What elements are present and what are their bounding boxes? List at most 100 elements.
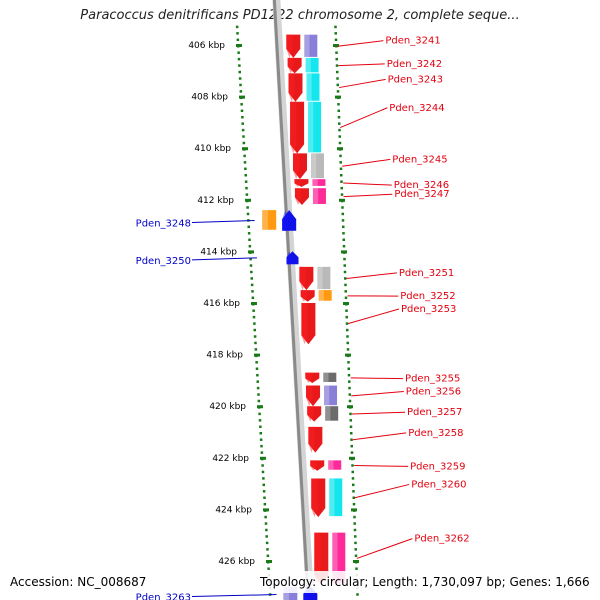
- guide-dot: [253, 335, 257, 338]
- gene-annotation-block-highlight: [323, 372, 329, 382]
- guide-dot: [343, 257, 346, 261]
- scale-label: 406 kbp: [188, 41, 225, 51]
- scale-tick: [263, 508, 269, 512]
- guide-dot: [235, 25, 239, 29]
- guide-dot: [250, 277, 253, 280]
- gene-label: Pden_3255: [405, 374, 460, 385]
- guide-dot: [242, 141, 246, 145]
- gene-leader-line: [339, 78, 386, 89]
- topology-summary: Topology: circular; Length: 1,730,097 bp…: [260, 575, 590, 589]
- guide-dot: [347, 361, 350, 364]
- guide-dot: [336, 83, 339, 87]
- guide-dot: [261, 470, 265, 474]
- guide-dot: [354, 535, 357, 538]
- scale-label: 408 kbp: [191, 93, 228, 103]
- guide-dot: [259, 425, 262, 429]
- guide-dot: [342, 225, 345, 229]
- guide-dot: [352, 496, 355, 499]
- gene-annotation-block-highlight: [325, 406, 331, 421]
- guide-dot: [261, 464, 264, 467]
- guide-dot: [352, 490, 355, 493]
- gene-arrow-highlight: [286, 34, 293, 58]
- gene-label: Pden_3253: [401, 304, 456, 315]
- scale-tick: [245, 198, 251, 202]
- guide-dot: [254, 341, 257, 345]
- gene-annotation-block: [308, 101, 322, 153]
- gene-annotation-block-highlight: [324, 385, 330, 406]
- gene-label: Pden_3245: [392, 154, 447, 165]
- guide-dot: [339, 161, 342, 164]
- gene-label: Pden_3241: [385, 36, 440, 47]
- guide-dot: [237, 51, 240, 54]
- guide-dot: [351, 470, 354, 474]
- gene-arrow-highlight: [294, 179, 301, 187]
- scale-tick: [248, 250, 254, 254]
- guide-dot: [240, 103, 243, 106]
- guide-dot: [354, 541, 357, 545]
- guide-dot: [262, 477, 265, 480]
- guide-dot: [339, 167, 343, 171]
- guide-dot: [256, 386, 260, 390]
- scale-tick: [349, 456, 355, 460]
- guide-dot: [250, 283, 254, 287]
- scale-tick: [254, 353, 260, 357]
- guide-dot: [351, 477, 355, 480]
- gene-label: Pden_3252: [400, 291, 455, 302]
- guide-dot: [256, 373, 259, 377]
- gene-leader-line: [340, 107, 388, 129]
- scale-label: 424 kbp: [215, 505, 252, 515]
- guide-dot: [257, 393, 260, 396]
- guide-dot: [251, 296, 255, 300]
- gene-label: Pden_3258: [408, 428, 463, 439]
- guide-dot: [337, 115, 341, 119]
- guide-dot: [242, 135, 245, 138]
- gene-label: Pden_3260: [411, 479, 466, 490]
- guide-dot: [249, 257, 252, 261]
- guide-dot: [239, 83, 242, 87]
- scale-tick: [251, 302, 257, 305]
- gene-arrow-highlight: [286, 251, 292, 265]
- gene-arrow: [310, 460, 325, 471]
- guide-dot: [256, 380, 259, 383]
- guide-dot: [252, 309, 255, 312]
- axis-track: [272, 0, 315, 600]
- gene-arrow-highlight: [311, 478, 318, 518]
- gene-arrow: [288, 73, 303, 102]
- guide-dot: [249, 264, 253, 267]
- guide-dot: [247, 225, 250, 229]
- gene-annotation-block-highlight: [262, 210, 268, 230]
- scale-tick: [353, 560, 359, 563]
- map-title: Paracoccus denitrificans PD1222 chromoso…: [80, 8, 520, 23]
- gene-arrow: [299, 266, 314, 291]
- scale-tick: [337, 147, 343, 151]
- scale-tick: [343, 302, 349, 305]
- guide-dot: [340, 180, 343, 183]
- guide-dot: [266, 554, 270, 558]
- gene-leader-line: [338, 63, 385, 67]
- scale-tick: [351, 508, 357, 512]
- gene-arrow-highlight: [300, 290, 307, 302]
- gene-annotation-block: [312, 188, 326, 204]
- guide-dot: [265, 535, 268, 538]
- gene-annotation-block-highlight: [304, 34, 310, 57]
- gene-arrow: [287, 57, 302, 74]
- guide-dot: [346, 335, 349, 338]
- guide-dot: [244, 167, 247, 171]
- gene-annotation-block-highlight: [305, 57, 311, 73]
- gene-arrow: [311, 478, 326, 518]
- gene-annotation-block: [323, 372, 337, 382]
- scale-tick: [335, 95, 341, 99]
- gene-leader-line: [356, 538, 413, 559]
- gene-annotation-block: [329, 478, 343, 517]
- scale-tick: [266, 560, 272, 563]
- gene-label: Pden_3263: [136, 593, 191, 600]
- guide-dot: [336, 77, 339, 80]
- guide-dot: [252, 315, 256, 319]
- guide-dot: [262, 490, 266, 493]
- guide-dot: [353, 528, 357, 532]
- gene-arrow-highlight: [310, 460, 317, 471]
- guide-dot: [243, 161, 247, 164]
- guide-dot: [241, 128, 245, 132]
- accession-text: Accession: NC_008687: [10, 575, 147, 589]
